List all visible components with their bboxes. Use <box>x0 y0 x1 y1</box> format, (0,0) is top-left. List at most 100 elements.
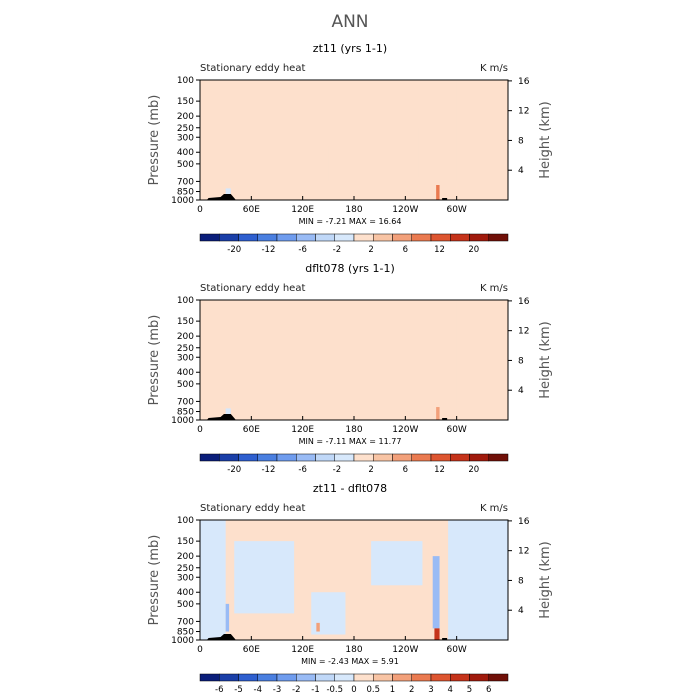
panel-left-label: Stationary eddy heat <box>200 283 305 294</box>
field-region <box>465 347 508 394</box>
colorbar-label: -6 <box>215 685 223 695</box>
field-regions <box>200 300 508 420</box>
colorbar-label: -12 <box>261 465 275 475</box>
colorbar-swatch <box>411 673 432 682</box>
field-regions <box>200 520 508 640</box>
y-tick-label: 100 <box>177 296 194 306</box>
colorbar-swatch <box>238 673 258 682</box>
field-region <box>432 556 440 629</box>
x-tick-label: 180 <box>345 425 362 435</box>
y-tick-label: 250 <box>177 344 194 354</box>
y-axis-label: Pressure (mb) <box>147 315 162 406</box>
panel-1: zt11 (yrs 1-1) Stationary eddy heat K m/s 0… <box>147 42 553 255</box>
colorbar-swatch <box>488 233 509 242</box>
x-tick-label: 120E <box>291 645 314 655</box>
colorbar-swatch <box>315 453 335 462</box>
panel-right-label: K m/s <box>480 503 508 514</box>
colorbar-label: -5 <box>234 685 242 695</box>
colorbar-swatch <box>296 673 316 682</box>
colorbar-label: 6 <box>403 245 408 255</box>
y-right-tick-label: 16 <box>518 77 530 87</box>
colorbar-swatch <box>219 673 239 682</box>
y-tick-label: 100 <box>177 76 194 86</box>
y-tick-label: 1000 <box>171 416 194 426</box>
y-right-tick-label: 8 <box>518 576 524 586</box>
panel-2: dflt078 (yrs 1-1)Stationary eddy heat K m… <box>147 262 553 475</box>
stats-text: MIN = -7.11 MAX = 11.77 <box>299 437 402 446</box>
y-tick-label: 700 <box>177 177 194 187</box>
colorbar-swatch <box>450 233 470 242</box>
y-right-tick-label: 12 <box>518 547 529 557</box>
field-region <box>434 628 440 640</box>
colorbar-swatch <box>238 233 258 242</box>
x-tick-label: 0 <box>197 645 203 655</box>
colorbar-swatch <box>392 673 412 682</box>
y-right-tick-label: 4 <box>518 386 524 396</box>
y-right-tick-label: 16 <box>518 517 530 527</box>
y-right-tick-label: 4 <box>518 166 524 176</box>
colorbar-swatch <box>411 453 432 462</box>
colorbar-label: -12 <box>261 245 275 255</box>
panel-3: zt11 - dflt078 Stationary eddy heat K m/s 0… <box>147 482 553 695</box>
y-tick-label: 300 <box>177 573 194 583</box>
colorbar-swatch <box>430 453 451 462</box>
y-tick-label: 1000 <box>171 196 194 206</box>
colorbar-label: -6 <box>298 465 306 475</box>
colorbar-swatch <box>392 233 412 242</box>
x-tick-label: 120W <box>392 425 418 435</box>
field-region <box>436 407 440 420</box>
colorbar-label: -2 <box>333 465 341 475</box>
colorbar-swatch <box>296 453 316 462</box>
colorbar-label: 0 <box>351 685 356 695</box>
colorbar-swatch <box>257 453 278 462</box>
y-axis-label: Pressure (mb) <box>147 535 162 626</box>
y-axis-label: Pressure (mb) <box>147 95 162 186</box>
colorbar-label: 6 <box>403 465 408 475</box>
y-right-axis-label: Height (km) <box>538 321 553 398</box>
field-region <box>436 185 440 200</box>
y-tick-label: 150 <box>177 537 194 547</box>
panel-right-label: K m/s <box>480 63 508 74</box>
topography-shape <box>442 198 448 200</box>
colorbar-swatch <box>373 233 393 242</box>
y-tick-label: 300 <box>177 353 194 363</box>
x-tick-label: 60E <box>243 425 260 435</box>
x-tick-label: 60W <box>446 425 466 435</box>
y-right-tick-label: 4 <box>518 606 524 616</box>
colorbar-swatch <box>353 233 374 242</box>
colorbar-label: 12 <box>434 465 445 475</box>
colorbar-swatch <box>450 453 470 462</box>
field-region <box>328 145 372 182</box>
colorbar-label: -20 <box>227 245 241 255</box>
y-tick-label: 250 <box>177 564 194 574</box>
colorbar-label: 12 <box>434 245 445 255</box>
y-tick-label: 500 <box>177 600 194 610</box>
colorbar-label: -20 <box>227 465 241 475</box>
x-tick-label: 120W <box>392 645 418 655</box>
colorbar-swatch <box>296 233 316 242</box>
y-tick-label: 500 <box>177 380 194 390</box>
y-right-axis-label: Height (km) <box>538 541 553 618</box>
topography-shape <box>206 194 236 200</box>
x-tick-label: 180 <box>345 205 362 215</box>
field-region <box>234 541 295 614</box>
colorbar-label: 2 <box>368 245 373 255</box>
field-region <box>294 80 316 189</box>
colorbar-label: -1 <box>311 685 319 695</box>
colorbar-swatch <box>411 233 432 242</box>
x-tick-label: 0 <box>197 425 203 435</box>
colorbar-swatch <box>219 233 239 242</box>
x-tick-label: 60E <box>243 645 260 655</box>
panel-title: dflt078 (yrs 1-1) <box>305 262 395 275</box>
field-region <box>371 541 423 586</box>
field-regions <box>200 80 508 200</box>
y-right-axis-label: Height (km) <box>538 101 553 178</box>
y-tick-label: 500 <box>177 160 194 170</box>
colorbar-swatch <box>276 453 297 462</box>
colorbar-swatch <box>488 673 509 682</box>
y-tick-label: 700 <box>177 617 194 627</box>
y-right-tick-label: 16 <box>518 297 530 307</box>
colorbar-swatch <box>315 673 335 682</box>
y-tick-label: 150 <box>177 97 194 107</box>
colorbar-label: -3 <box>273 685 281 695</box>
